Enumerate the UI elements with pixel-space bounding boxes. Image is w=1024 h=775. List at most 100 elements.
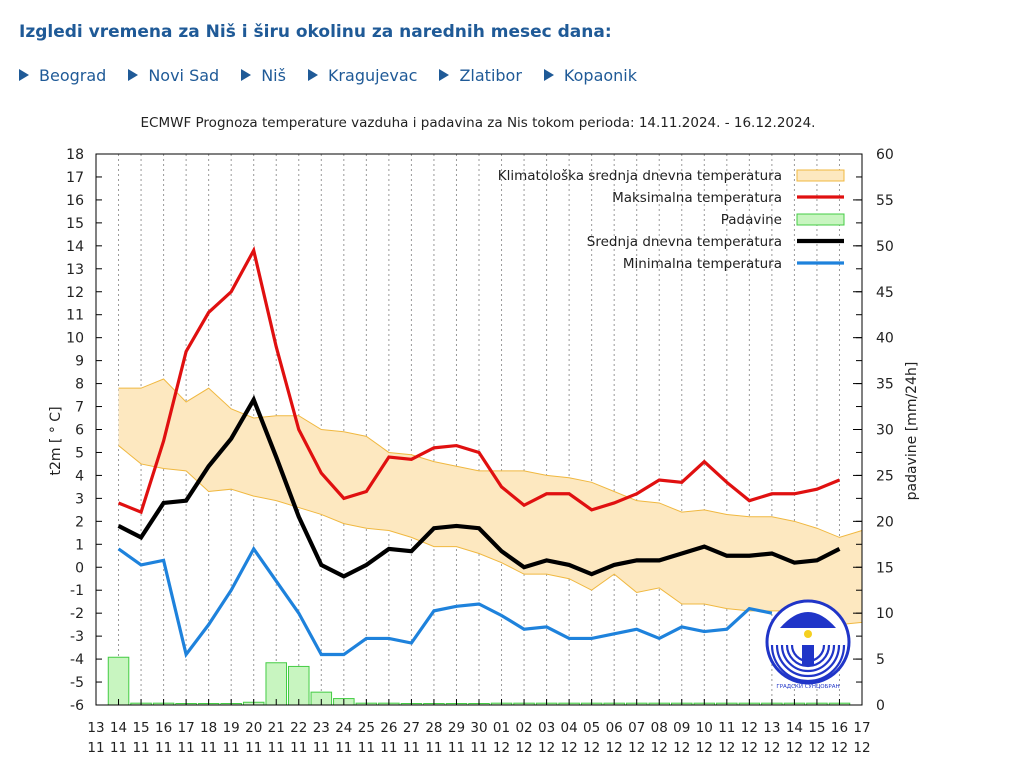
x-tick-label-month: 11	[335, 740, 352, 756]
x-tick-label-day: 11	[718, 720, 735, 736]
precip-bar	[107, 656, 130, 706]
page-title: Izgledi vremena za Niš i širu okolinu za…	[19, 22, 612, 42]
x-tick-label-month: 11	[448, 740, 465, 756]
x-tick-label-month: 11	[245, 740, 262, 756]
x-tick-label-month: 12	[583, 740, 600, 756]
city-link-beograd[interactable]: Beograd	[19, 66, 106, 85]
city-link-kragujevac[interactable]: Kragujevac	[307, 65, 418, 85]
x-tick-label-month: 11	[268, 740, 285, 756]
x-tick-label-day: 02	[515, 720, 532, 736]
x-tick-label-month: 11	[110, 740, 127, 756]
x-tick-label-month: 11	[425, 740, 442, 756]
x-tick-label-month: 12	[763, 740, 780, 756]
city-link-label: Beograd	[39, 65, 107, 85]
arrow-right-icon	[128, 69, 139, 81]
x-tick-label-month: 12	[831, 740, 848, 756]
x-tick-label-day: 17	[853, 720, 870, 736]
city-link-novi-sad[interactable]: Novi Sad	[128, 66, 219, 85]
city-nav: Beograd Novi Sad Niš Kragujevac Zlatibor…	[19, 64, 659, 86]
city-link-label: Novi Sad	[148, 65, 220, 85]
x-tick-label-day: 29	[448, 720, 465, 736]
x-tick-label-day: 27	[403, 720, 420, 736]
y-tick-label: 18	[66, 147, 84, 163]
x-tick-label-day: 24	[335, 720, 352, 736]
logo-tower	[802, 645, 814, 665]
y-tick-label: -2	[70, 606, 84, 622]
y-tick-label: 14	[66, 239, 84, 255]
x-tick-label-day: 16	[831, 720, 848, 736]
x-tick-label-month: 12	[718, 740, 735, 756]
city-link-zlatibor[interactable]: Zlatibor	[439, 65, 522, 85]
y-tick-label: 12	[66, 285, 84, 301]
x-tick-label-month: 11	[313, 740, 330, 756]
climatology-lower-edge	[118, 445, 863, 626]
y2-tick-label: 25	[876, 468, 894, 484]
y2-axis-label: padavine [mm/24h]	[904, 362, 920, 501]
precip-bar	[265, 662, 287, 706]
logo: ГРАДСКИ СУНЦОБРАН	[765, 599, 851, 690]
y-tick-label: 4	[75, 468, 84, 484]
x-tick-label-month: 11	[403, 740, 420, 756]
x-tick-label-day: 18	[200, 720, 217, 736]
y-tick-label: 9	[75, 354, 84, 370]
x-tick-label-month: 12	[673, 740, 690, 756]
y-tick-label: 2	[75, 514, 84, 530]
x-tick-label-month: 11	[380, 740, 397, 756]
y-tick-label: 8	[75, 377, 84, 393]
x-tick-label-day: 22	[290, 720, 307, 736]
y-tick-label: -4	[70, 652, 84, 668]
y2-tick-label: 35	[876, 377, 894, 393]
y-tick-label: 3	[75, 491, 84, 507]
x-tick-label-month: 12	[515, 740, 532, 756]
x-tick-label-month: 11	[223, 740, 240, 756]
x-tick-label-month: 12	[651, 740, 668, 756]
y2-tick-label: 5	[876, 652, 885, 668]
legend-label: Maksimalna temperatura	[612, 190, 782, 206]
x-tick-label-day: 09	[673, 720, 690, 736]
city-link-label: Zlatibor	[459, 65, 522, 85]
x-tick-label-day: 20	[245, 720, 262, 736]
x-tick-label-day: 14	[110, 720, 127, 736]
logo-sun-icon	[804, 630, 812, 638]
y-tick-label: -5	[70, 675, 84, 691]
y-tick-label: 0	[75, 560, 84, 576]
city-link-kopaonik[interactable]: Kopaonik	[543, 66, 637, 85]
logo-wave	[775, 644, 841, 678]
x-tick-label-month: 11	[155, 740, 172, 756]
x-tick-label-day: 16	[155, 720, 172, 736]
x-tick-label-day: 19	[223, 720, 240, 736]
city-link-label: Kragujevac	[327, 65, 418, 85]
y2-tick-label: 10	[876, 606, 894, 622]
x-tick-label-day: 23	[313, 720, 330, 736]
x-tick-label-month: 11	[290, 740, 307, 756]
x-tick-label-day: 25	[358, 720, 375, 736]
logo-wave	[770, 644, 846, 683]
x-tick-label-day: 06	[606, 720, 623, 736]
arrow-right-icon	[439, 69, 450, 81]
y-tick-label: 11	[66, 308, 84, 324]
x-tick-label-day: 05	[583, 720, 600, 736]
y-tick-label: 5	[75, 445, 84, 461]
y-tick-label: 16	[66, 193, 84, 209]
y-tick-label: 6	[75, 423, 84, 439]
arrow-right-icon	[543, 69, 554, 81]
x-tick-label-day: 17	[178, 720, 195, 736]
x-tick-label-day: 03	[538, 720, 555, 736]
logo-wave	[780, 644, 836, 673]
y-axis-label: t2m [ ° C]	[48, 406, 64, 475]
chart-title: ECMWF Prognoza temperature vazduha i pad…	[141, 115, 816, 131]
axes: -6-5-4-3-2-10123456789101112131415161718…	[66, 147, 894, 756]
legend-label: Srednja dnevna temperatura	[587, 234, 782, 250]
x-tick-label-day: 21	[268, 720, 285, 736]
y-tick-label: -6	[70, 698, 84, 714]
x-tick-label-month: 11	[132, 740, 149, 756]
min-temp-line	[117, 545, 773, 659]
x-tick-label-month: 12	[853, 740, 870, 756]
legend-swatch-band	[796, 169, 845, 182]
city-link-nis[interactable]: Niš	[241, 66, 286, 85]
x-tick-label-month: 12	[606, 740, 623, 756]
y-tick-label: 13	[66, 262, 84, 278]
arrow-right-icon	[19, 69, 29, 81]
legend-swatch-precip	[796, 213, 845, 226]
x-tick-label-day: 14	[786, 720, 803, 736]
